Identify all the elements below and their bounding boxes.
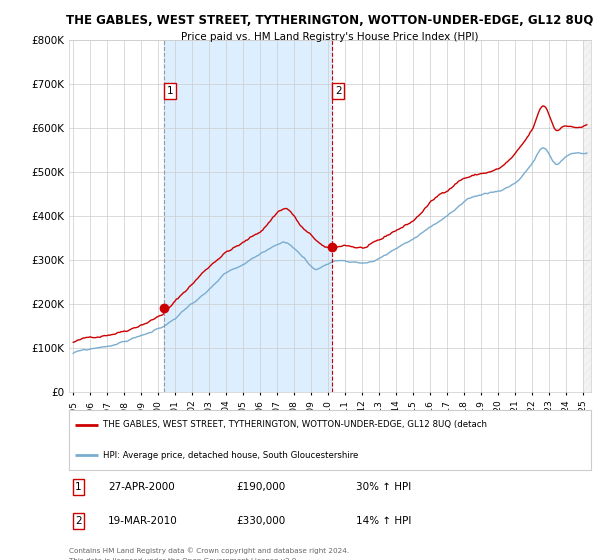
Text: £330,000: £330,000 (236, 516, 285, 526)
Text: THE GABLES, WEST STREET, TYTHERINGTON, WOTTON-UNDER-EDGE, GL12 8UQ (detach: THE GABLES, WEST STREET, TYTHERINGTON, W… (103, 421, 487, 430)
Text: 1: 1 (75, 482, 82, 492)
Text: Contains HM Land Registry data © Crown copyright and database right 2024.: Contains HM Land Registry data © Crown c… (69, 547, 349, 554)
Text: 30% ↑ HPI: 30% ↑ HPI (356, 482, 412, 492)
Text: THE GABLES, WEST STREET, TYTHERINGTON, WOTTON-UNDER-EDGE, GL12 8UQ: THE GABLES, WEST STREET, TYTHERINGTON, W… (67, 14, 593, 27)
Text: 14% ↑ HPI: 14% ↑ HPI (356, 516, 412, 526)
Text: £190,000: £190,000 (236, 482, 285, 492)
Text: 27-APR-2000: 27-APR-2000 (108, 482, 175, 492)
Text: 2: 2 (75, 516, 82, 526)
Text: 2: 2 (335, 86, 341, 96)
Text: 19-MAR-2010: 19-MAR-2010 (108, 516, 178, 526)
Bar (164, 40, 332, 392)
Bar (583, 40, 591, 392)
Text: 1: 1 (167, 86, 173, 96)
Text: HPI: Average price, detached house, South Gloucestershire: HPI: Average price, detached house, Sout… (103, 450, 358, 460)
Text: Price paid vs. HM Land Registry's House Price Index (HPI): Price paid vs. HM Land Registry's House … (181, 32, 479, 43)
Text: This data is licensed under the Open Government Licence v3.0.: This data is licensed under the Open Gov… (69, 558, 299, 560)
